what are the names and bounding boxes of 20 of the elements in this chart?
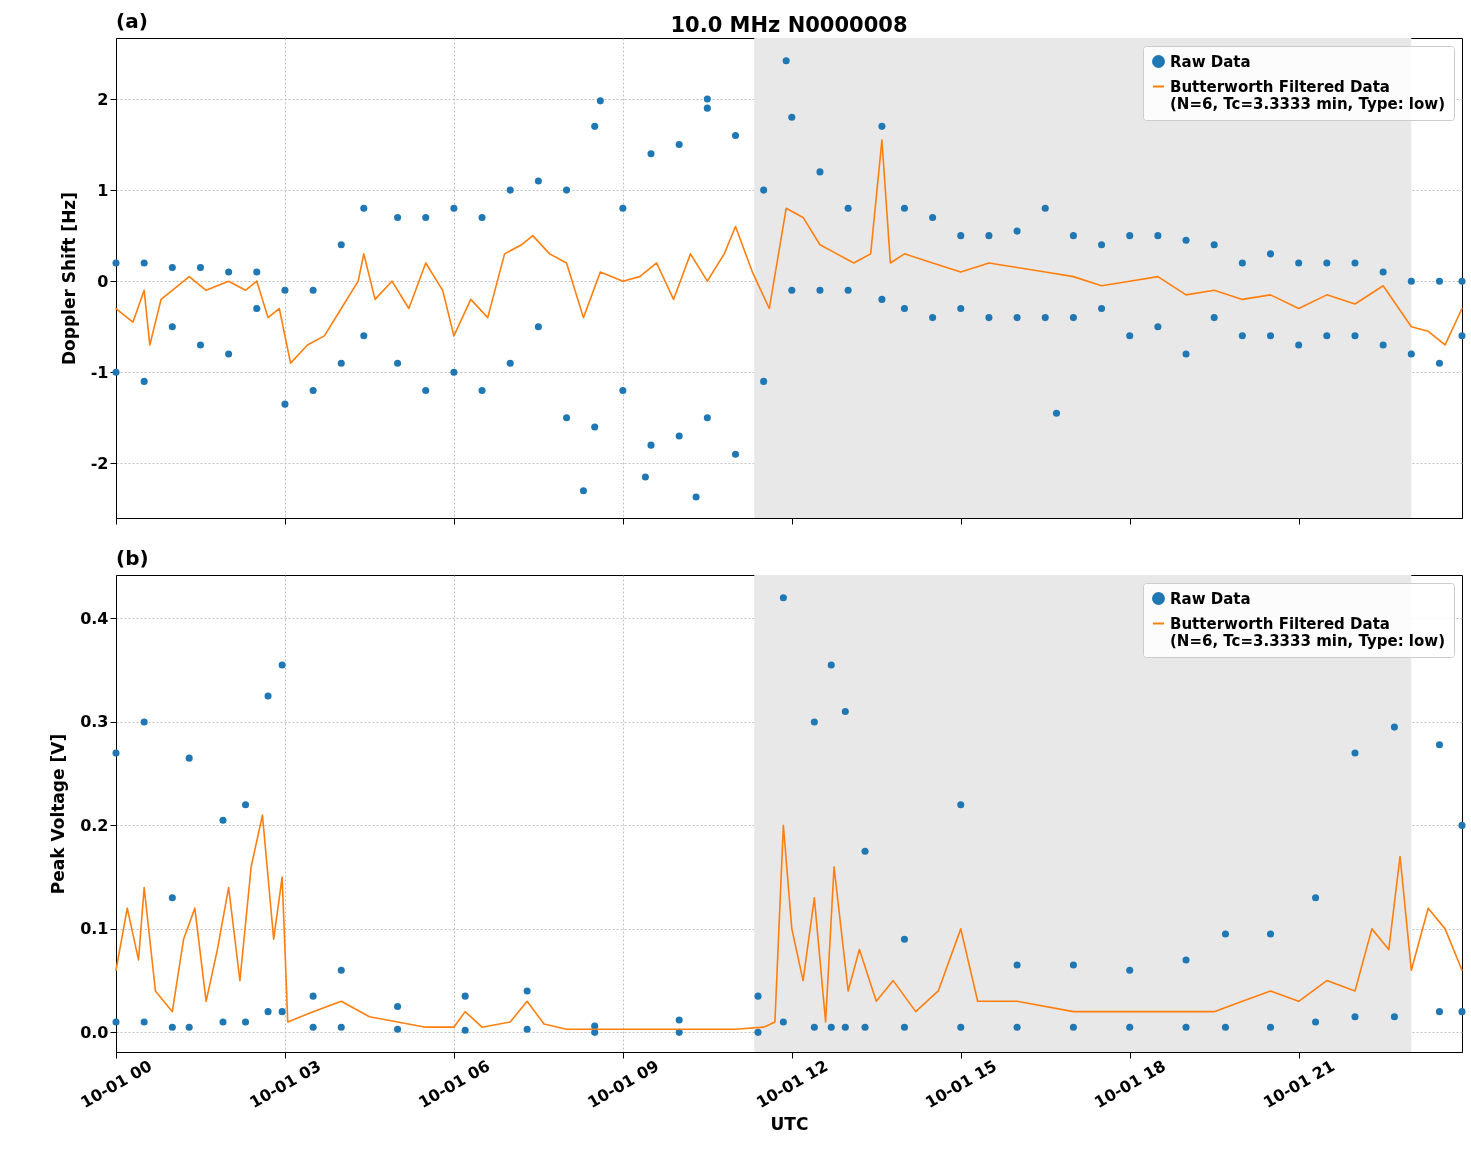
y-tick-label: 0 [97,271,109,291]
y-tick-label: 0.1 [80,919,109,939]
y-tick-label: 0.0 [80,1022,109,1042]
y-tick-label: 1 [97,180,109,200]
legend-label: Butterworth Filtered Data (N=6, Tc=3.3333 min, Type: low) [1170,614,1446,650]
text: (b) [116,546,149,570]
y-tick-label: 2 [97,89,109,109]
legend-label: Raw Data [1170,52,1251,71]
legend-label: Raw Data [1170,589,1251,608]
y-tick-label: 0.2 [80,815,109,835]
legend-label: Butterworth Filtered Data (N=6, Tc=3.3333 min, Type: low) [1170,77,1446,113]
text: (a) [116,9,148,33]
y-axis-title: Peak Voltage [V] [48,733,69,895]
y-tick-label: 0.4 [80,608,109,628]
y-tick-label: 0.3 [80,712,109,732]
chart-title: 10.0 MHz N0000008 [670,13,908,37]
x-axis-title: UTC [770,1114,809,1135]
y-tick-label: -1 [90,362,109,382]
y-tick-label: -2 [90,453,109,473]
y-axis-title: Doppler Shift [Hz] [58,191,79,366]
